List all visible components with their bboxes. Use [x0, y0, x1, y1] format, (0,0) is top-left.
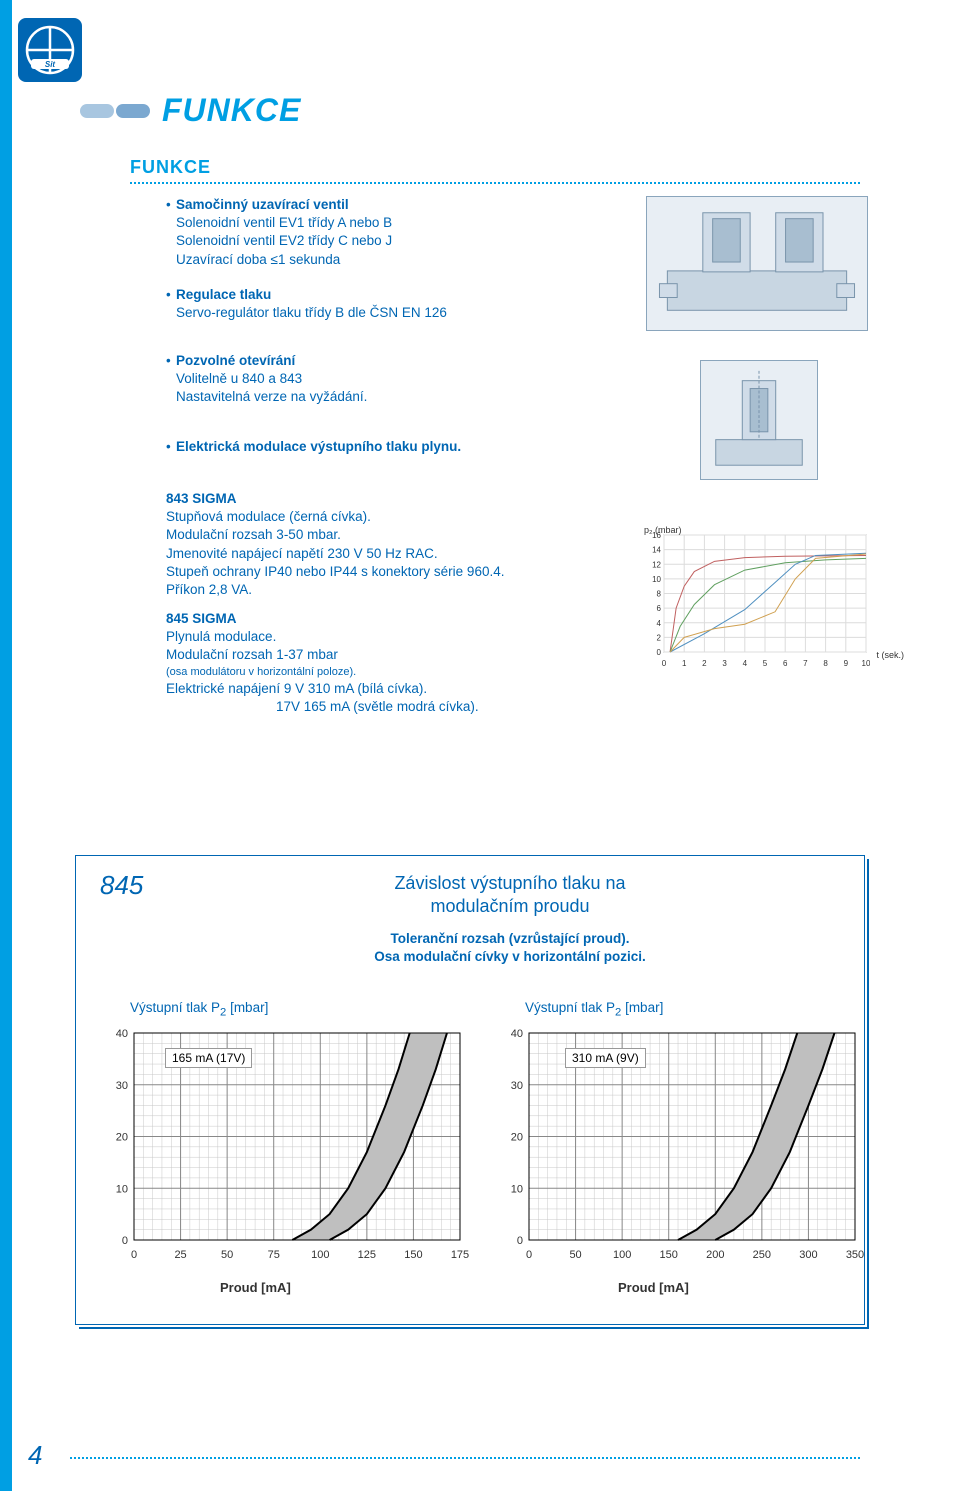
- svg-text:2: 2: [702, 659, 707, 668]
- chart-right-xlabel: Proud [mA]: [618, 1280, 689, 1295]
- svg-text:Sit: Sit: [45, 60, 56, 69]
- cutaway-diagram-2: [700, 360, 818, 480]
- svg-text:0: 0: [517, 1235, 523, 1247]
- chart-xlabel: t (sek.): [876, 650, 904, 660]
- block-4: •Elektrická modulace výstupního tlaku pl…: [166, 438, 606, 456]
- section-header: FUNKCE: [80, 92, 301, 129]
- svg-text:1: 1: [682, 659, 687, 668]
- svg-text:0: 0: [662, 659, 667, 668]
- block-2: •Regulace tlaku Servo-regulátor tlaku tř…: [166, 286, 606, 322]
- section-title: FUNKCE: [162, 92, 301, 129]
- svg-text:40: 40: [511, 1028, 523, 1040]
- chart-right: 0 50 100 150 200 250 300 350 0 10 20 30 40: [495, 1025, 865, 1270]
- block3-lines: Volitelně u 840 a 843Nastavitelná verze …: [176, 370, 606, 406]
- block5-title: 843 SIGMA: [166, 490, 606, 508]
- pill-decoration: [116, 104, 150, 118]
- chart-left-xlabel: Proud [mA]: [220, 1280, 291, 1295]
- svg-text:3: 3: [722, 659, 727, 668]
- svg-text:50: 50: [221, 1249, 233, 1261]
- svg-text:100: 100: [613, 1249, 631, 1261]
- svg-text:200: 200: [706, 1249, 724, 1261]
- block6-lines: Plynulá modulace.Modulační rozsah 1-37 m…: [166, 628, 666, 716]
- svg-text:2: 2: [657, 633, 662, 642]
- chart-right-axis-title: Výstupní tlak P2 [mbar]: [525, 1000, 663, 1019]
- svg-text:10: 10: [652, 575, 661, 584]
- svg-text:6: 6: [657, 604, 662, 613]
- block-1: •Samočinný uzavírací ventil Solenoidní v…: [166, 196, 606, 269]
- svg-text:250: 250: [753, 1249, 771, 1261]
- panel-number: 845: [100, 870, 143, 901]
- svg-text:0: 0: [122, 1235, 128, 1247]
- svg-text:8: 8: [823, 659, 828, 668]
- svg-text:0: 0: [131, 1249, 137, 1261]
- svg-text:75: 75: [268, 1249, 280, 1261]
- brand-logo: Sit: [18, 18, 82, 82]
- svg-text:4: 4: [657, 619, 662, 628]
- block-3: •Pozvolné otevírání Volitelně u 840 a 84…: [166, 352, 606, 407]
- block2-lead: Regulace tlaku: [176, 286, 271, 304]
- dotted-rule: [130, 182, 860, 184]
- svg-text:0: 0: [657, 648, 662, 657]
- sub-heading: FUNKCE: [130, 157, 211, 178]
- block4-lead: Elektrická modulace výstupního tlaku ply…: [176, 438, 461, 456]
- svg-text:100: 100: [311, 1249, 329, 1261]
- svg-text:20: 20: [116, 1132, 128, 1144]
- svg-text:40: 40: [116, 1028, 128, 1040]
- pressure-time-chart: p₂ (mbar) 0123456789100246810121416 t (s…: [640, 525, 870, 670]
- block1-lead: Samočinný uzavírací ventil: [176, 196, 349, 214]
- block1-lines: Solenoidní ventil EV1 třídy A nebo BSole…: [176, 214, 606, 269]
- svg-text:7: 7: [803, 659, 808, 668]
- chart-ylabel: p₂ (mbar): [644, 525, 682, 535]
- svg-text:12: 12: [652, 560, 661, 569]
- block6-title: 845 SIGMA: [166, 610, 666, 628]
- panel-title: Závislost výstupního tlaku na modulačním…: [300, 872, 720, 919]
- svg-text:0: 0: [526, 1249, 532, 1261]
- svg-text:6: 6: [783, 659, 788, 668]
- svg-text:10: 10: [862, 659, 870, 668]
- block5-lines: Stupňová modulace (černá cívka).Modulačn…: [166, 508, 606, 599]
- block2-lines: Servo-regulátor tlaku třídy B dle ČSN EN…: [176, 304, 606, 322]
- chart-left-legend: 165 mA (17V): [165, 1048, 252, 1068]
- cutaway-diagram-1: [646, 196, 868, 331]
- block3-lead: Pozvolné otevírání: [176, 352, 295, 370]
- svg-text:30: 30: [116, 1080, 128, 1092]
- chart-left: 0 25 50 75 100 125 150 175 0 10 20 30 40: [100, 1025, 470, 1270]
- svg-text:14: 14: [652, 546, 661, 555]
- svg-text:50: 50: [569, 1249, 581, 1261]
- chart-right-legend: 310 mA (9V): [565, 1048, 646, 1068]
- block-6: 845 SIGMA Plynulá modulace.Modulační roz…: [166, 610, 666, 716]
- pill-decoration: [80, 104, 114, 118]
- svg-text:8: 8: [657, 590, 662, 599]
- svg-text:175: 175: [451, 1249, 469, 1261]
- svg-text:25: 25: [174, 1249, 186, 1261]
- svg-text:150: 150: [404, 1249, 422, 1261]
- svg-text:9: 9: [844, 659, 849, 668]
- svg-text:20: 20: [511, 1132, 523, 1144]
- svg-text:10: 10: [116, 1183, 128, 1195]
- footer-dotted-rule: [70, 1457, 860, 1459]
- left-accent-bar: [0, 0, 12, 1491]
- svg-text:4: 4: [743, 659, 748, 668]
- svg-text:350: 350: [846, 1249, 864, 1261]
- block-5: 843 SIGMA Stupňová modulace (černá cívka…: [166, 490, 606, 599]
- chart-left-axis-title: Výstupní tlak P2 [mbar]: [130, 1000, 268, 1019]
- svg-text:30: 30: [511, 1080, 523, 1092]
- svg-text:150: 150: [660, 1249, 678, 1261]
- svg-text:10: 10: [511, 1183, 523, 1195]
- svg-text:125: 125: [358, 1249, 376, 1261]
- page-number: 4: [28, 1440, 42, 1471]
- svg-text:300: 300: [799, 1249, 817, 1261]
- svg-text:5: 5: [763, 659, 768, 668]
- panel-subtitle: Toleranční rozsah (vzrůstající proud). O…: [300, 930, 720, 966]
